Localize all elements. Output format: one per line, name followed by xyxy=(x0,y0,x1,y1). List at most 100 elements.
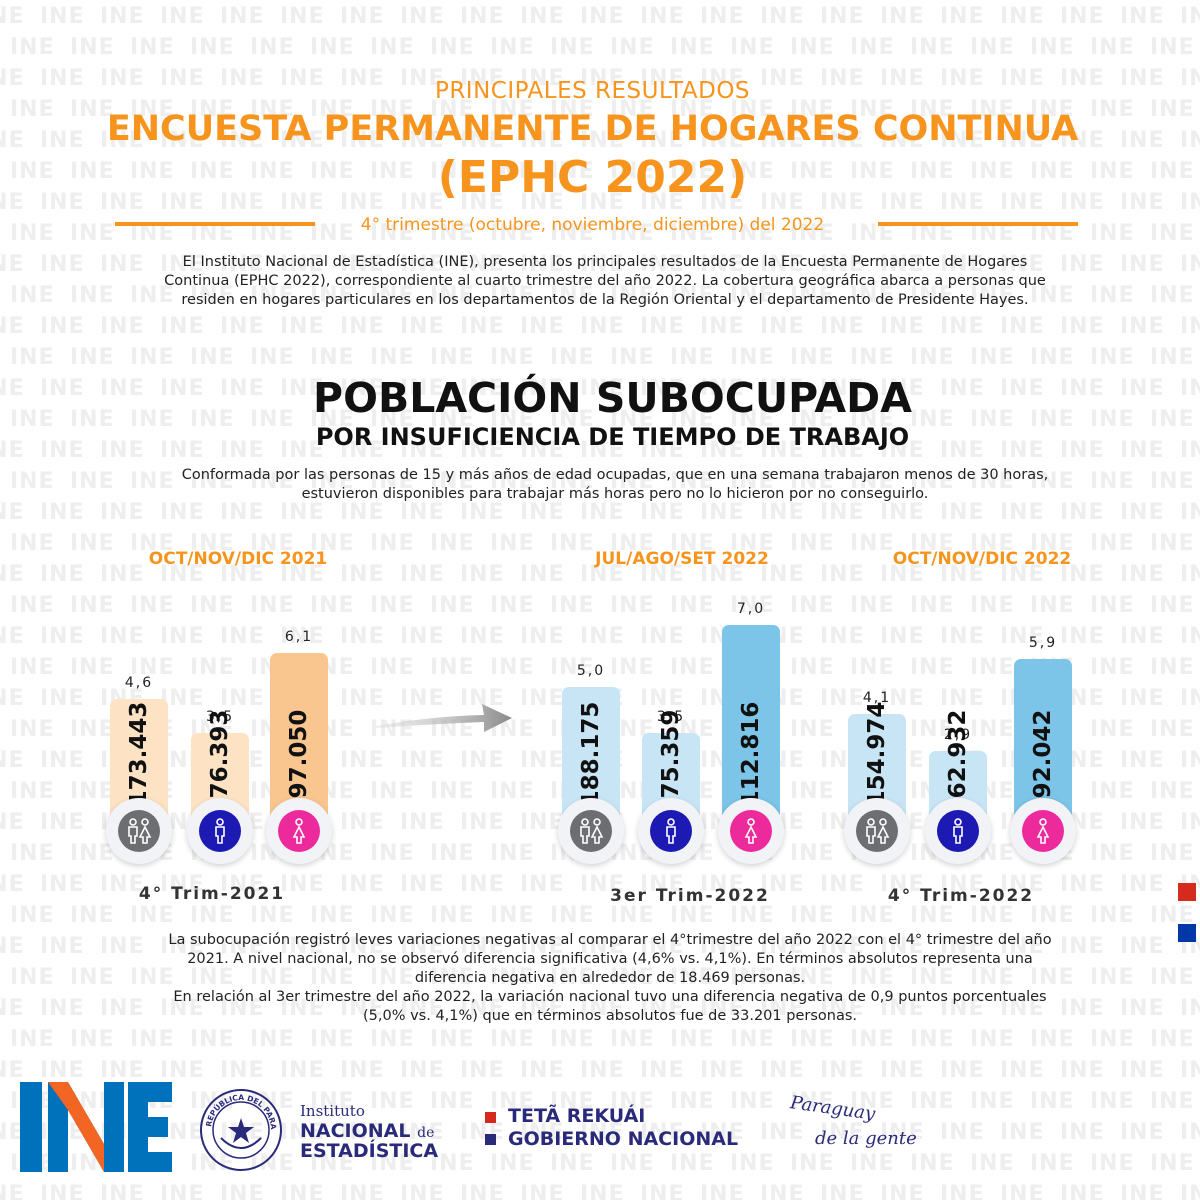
watermark-text: INE xyxy=(730,345,775,370)
watermark-text: INE xyxy=(970,965,1015,990)
watermark-text: INE xyxy=(370,779,415,804)
watermark-text: INE xyxy=(940,500,985,525)
intro-paragraph: El Instituto Nacional de Estadística (IN… xyxy=(164,254,1046,308)
watermark-text: INE xyxy=(910,1089,955,1114)
watermark-text: INE xyxy=(520,376,565,401)
watermark-text: INE xyxy=(580,376,625,401)
watermark-text: INE xyxy=(610,1027,655,1052)
watermark-text: INE xyxy=(700,190,745,215)
watermark-text: INE xyxy=(430,35,475,60)
watermark-text: INE xyxy=(880,128,925,153)
watermark-text: INE xyxy=(970,1151,1015,1176)
watermark-text: INE xyxy=(460,810,505,835)
watermark-text: INE xyxy=(430,345,475,370)
watermark-text: INE xyxy=(880,438,925,463)
watermark-text: INE xyxy=(460,872,505,897)
watermark-text: INE xyxy=(760,500,805,525)
watermark-text: INE xyxy=(220,500,265,525)
watermark-text: INE xyxy=(100,66,145,91)
watermark-text: INE xyxy=(10,593,55,618)
watermark-text: INE xyxy=(670,903,715,928)
watermark-text: INE xyxy=(880,686,925,711)
watermark-text: INE xyxy=(1090,779,1135,804)
watermark-text: INE xyxy=(460,190,505,215)
watermark-text: INE xyxy=(490,1027,535,1052)
watermark-text: INE xyxy=(460,996,505,1021)
watermark-text: INE xyxy=(370,407,415,432)
watermark-text: INE xyxy=(490,97,535,122)
watermark-text: INE xyxy=(820,252,865,277)
watermark-text: INE xyxy=(490,221,535,246)
watermark-text: INE xyxy=(460,128,505,153)
watermark-text: INE xyxy=(520,562,565,587)
watermark-text: INE xyxy=(790,903,835,928)
watermark-text: INE xyxy=(460,1120,505,1145)
watermark-text: INE xyxy=(400,314,445,339)
watermark-text: INE xyxy=(430,407,475,432)
watermark-text: INE xyxy=(70,965,115,990)
watermark-text: INE xyxy=(610,97,655,122)
watermark-text: INE xyxy=(130,903,175,928)
watermark-text: INE xyxy=(820,4,865,29)
watermark-text: INE xyxy=(700,128,745,153)
watermark-text: INE xyxy=(40,66,85,91)
bar-count-label: 92.042 xyxy=(1030,709,1056,799)
watermark-text: INE xyxy=(640,872,685,897)
watermark-text: INE xyxy=(310,159,355,184)
watermark-text: INE xyxy=(1120,562,1165,587)
watermark-text: INE xyxy=(10,283,55,308)
watermark-text: INE xyxy=(910,35,955,60)
watermark-text: INE xyxy=(40,190,85,215)
watermark-text: INE xyxy=(490,779,535,804)
watermark-text: INE xyxy=(220,4,265,29)
watermark-text: INE xyxy=(370,283,415,308)
watermark-text: INE xyxy=(970,407,1015,432)
watermark-text: INE xyxy=(880,1058,925,1083)
watermark-text: INE xyxy=(550,97,595,122)
watermark-text: INE xyxy=(850,903,895,928)
watermark-text: INE xyxy=(670,655,715,680)
watermark-text: INE xyxy=(190,1027,235,1052)
watermark-text: INE xyxy=(550,469,595,494)
institute-nacional: NACIONAL xyxy=(300,1120,411,1142)
watermark-text: INE xyxy=(580,1058,625,1083)
watermark-text: INE xyxy=(1030,965,1075,990)
watermark-text: INE xyxy=(220,872,265,897)
watermark-text: INE xyxy=(1030,407,1075,432)
watermark-text: INE xyxy=(1120,128,1165,153)
watermark-text: INE xyxy=(0,1182,25,1200)
summary-text: La subocupación registró leves variacion… xyxy=(160,931,1060,1026)
watermark-text: INE xyxy=(880,624,925,649)
watermark-text: INE xyxy=(340,562,385,587)
watermark-text: INE xyxy=(1120,190,1165,215)
watermark-text: INE xyxy=(610,221,655,246)
watermark-text: INE xyxy=(1060,500,1105,525)
watermark-text: INE xyxy=(100,252,145,277)
watermark-text: INE xyxy=(820,872,865,897)
watermark-text: INE xyxy=(40,624,85,649)
icon-badge xyxy=(106,798,172,864)
watermark-text: INE xyxy=(70,221,115,246)
section-title: POBLACIÓN SUBOCUPADA xyxy=(313,374,912,422)
watermark-text: INE xyxy=(790,345,835,370)
watermark-text: INE xyxy=(460,1058,505,1083)
watermark-text: INE xyxy=(0,252,25,277)
watermark-text: INE xyxy=(250,283,295,308)
watermark-text: INE xyxy=(790,97,835,122)
watermark-text: INE xyxy=(700,1182,745,1200)
watermark-text: INE xyxy=(550,283,595,308)
watermark-text: INE xyxy=(490,1089,535,1114)
icon-badge xyxy=(1010,798,1076,864)
watermark-text: INE xyxy=(370,531,415,556)
watermark-text: INE xyxy=(550,903,595,928)
watermark-text: INE xyxy=(1060,376,1105,401)
watermark-text: INE xyxy=(460,376,505,401)
watermark-text: INE xyxy=(1000,4,1045,29)
watermark-text: INE xyxy=(190,593,235,618)
definition-paragraph: Conformada por las personas de 15 y más … xyxy=(181,467,1049,502)
watermark-text: INE xyxy=(730,531,775,556)
watermark-text: INE xyxy=(1150,779,1195,804)
watermark-text: INE xyxy=(100,1058,145,1083)
bar-count-label: 97.050 xyxy=(286,709,312,799)
watermark-text: INE xyxy=(640,438,685,463)
